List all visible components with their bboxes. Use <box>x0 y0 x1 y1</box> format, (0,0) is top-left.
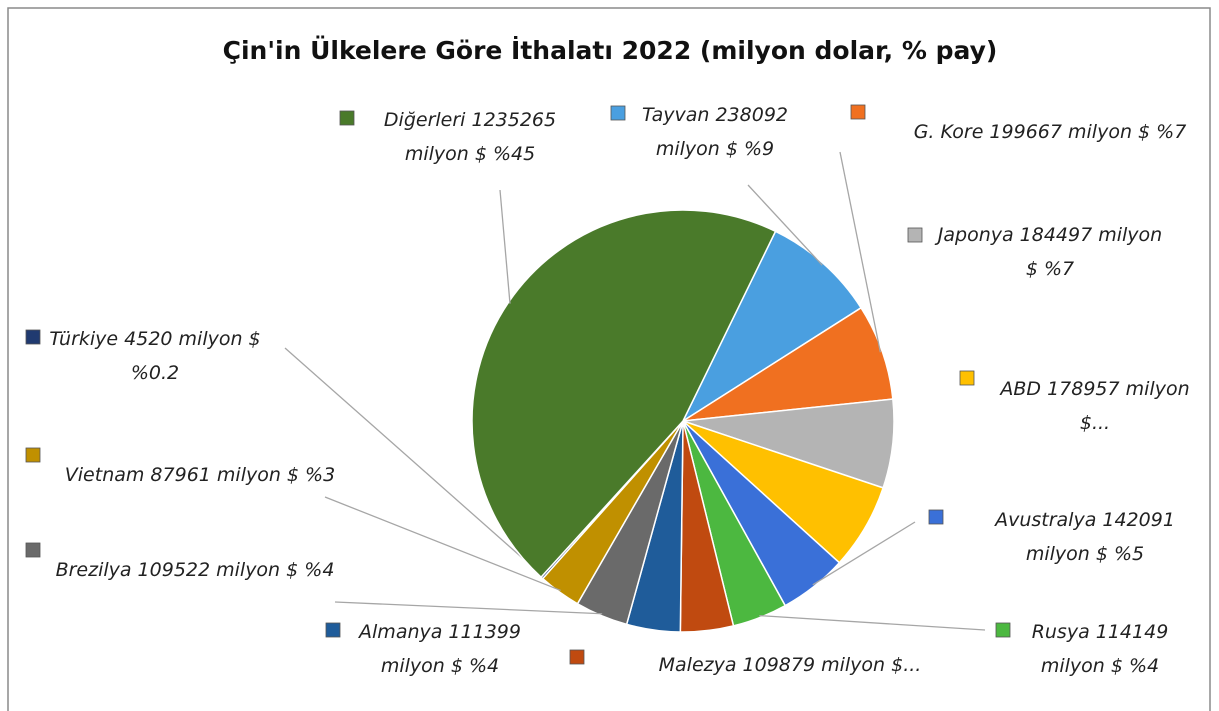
leader-line <box>747 184 823 266</box>
legend-marker <box>907 227 923 243</box>
data-label: Rusya 114149 milyon $ %4 <box>1031 621 1169 677</box>
legend-marker <box>928 509 944 525</box>
leader-line <box>812 521 916 586</box>
data-label: Vietnam 87961 milyon $ %3 <box>64 464 336 486</box>
chart-title: Çin'in Ülkelere Göre İthalatı 2022 (mily… <box>223 35 998 65</box>
leader-line <box>839 151 882 353</box>
data-label: Japonya 184497 milyon $ %7 <box>937 224 1163 280</box>
pie-slice <box>681 230 863 424</box>
data-label: Diğerleri 1235265 milyon $ %45 <box>383 109 557 165</box>
legend-marker <box>610 105 626 121</box>
leader-line <box>334 601 603 615</box>
legend-marker <box>569 649 585 665</box>
data-label: G. Kore 199667 milyon $ %7 <box>913 121 1187 143</box>
leader-line <box>499 189 511 304</box>
data-label: Brezilya 109522 milyon $ %4 <box>55 559 335 581</box>
data-label: Tayvan 238092 milyon $ %9 <box>642 104 788 160</box>
leader-line <box>284 347 544 577</box>
legend-marker <box>959 370 975 386</box>
pie-slice <box>471 209 777 579</box>
legend-marker <box>339 110 355 126</box>
data-label: Almanya 111399 milyon $ %4 <box>359 621 521 677</box>
legend-marker <box>25 329 41 345</box>
data-label: Malezya 109879 milyon $... <box>658 654 922 676</box>
data-label: Türkiye 4520 milyon $ %0.2 <box>49 328 261 384</box>
leader-line <box>324 496 561 592</box>
legend-marker <box>25 447 41 463</box>
data-label: Avustralya 142091 milyon $ %5 <box>995 509 1175 565</box>
legend-marker <box>25 542 41 558</box>
data-label: ABD 178957 milyon $... <box>1000 378 1190 434</box>
legend-marker <box>850 104 866 120</box>
legend-marker <box>325 622 341 638</box>
pie-slice <box>682 306 894 422</box>
leader-line <box>759 614 986 631</box>
legend-marker <box>995 622 1011 638</box>
